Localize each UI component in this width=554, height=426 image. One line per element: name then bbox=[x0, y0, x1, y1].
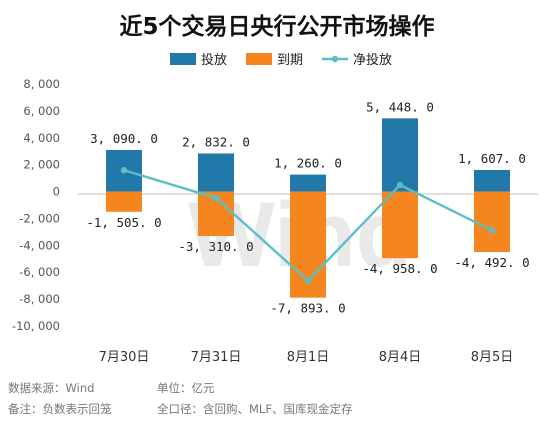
y-tick-label: 6, 000 bbox=[23, 104, 60, 118]
data-labels: 3, 090. 0 2, 832. 0 1, 260. 0 5, 448. 0 1, 6… bbox=[86, 99, 529, 315]
label-maturity-0: -1, 505. 0 bbox=[86, 215, 161, 230]
bars bbox=[106, 118, 510, 298]
label-injection-1: 2, 832. 0 bbox=[182, 134, 250, 149]
label-injection-4: 1, 607. 0 bbox=[458, 151, 526, 166]
y-tick-label: -4, 000 bbox=[19, 238, 60, 252]
footer-unit: 单位：亿元 bbox=[157, 381, 215, 395]
x-tick-label: 7月31日 bbox=[191, 350, 242, 365]
y-tick-label: 0 bbox=[53, 185, 60, 199]
label-injection-2: 1, 260. 0 bbox=[274, 156, 342, 171]
net-point-1 bbox=[212, 194, 220, 202]
legend-swatch bbox=[246, 53, 272, 65]
legend-swatch-marker bbox=[331, 55, 339, 63]
y-tick-label: -10, 000 bbox=[12, 319, 60, 333]
bar-injection-2 bbox=[290, 174, 326, 192]
x-tick-label: 8月4日 bbox=[379, 350, 422, 365]
x-tick-label: 8月5日 bbox=[471, 350, 514, 365]
bar-maturity-4 bbox=[474, 191, 510, 252]
legend-label: 净投放 bbox=[353, 52, 392, 68]
footer-source: 数据来源：Wind bbox=[8, 381, 94, 395]
footer-note: 备注：负数表示回笼 bbox=[8, 402, 112, 416]
label-injection-0: 3, 090. 0 bbox=[90, 131, 158, 146]
legend: 投放 到期 净投放 bbox=[170, 52, 392, 68]
bar-injection-4 bbox=[474, 169, 510, 192]
y-tick-label: 2, 000 bbox=[23, 158, 60, 172]
x-axis: 7月30日 7月31日 8月1日 8月4日 8月5日 bbox=[99, 350, 514, 365]
net-point-0 bbox=[120, 167, 128, 174]
y-tick-label: 4, 000 bbox=[23, 131, 60, 145]
legend-item-1: 到期 bbox=[246, 53, 303, 68]
x-tick-label: 8月1日 bbox=[287, 350, 330, 365]
label-injection-3: 5, 448. 0 bbox=[366, 99, 434, 114]
y-axis: 8, 000 6, 000 4, 000 2, 000 0 -2, 000 -4, 000 -… bbox=[12, 77, 60, 333]
y-tick-label: -8, 000 bbox=[19, 292, 60, 306]
net-point-3 bbox=[396, 181, 404, 189]
label-maturity-2: -7, 893. 0 bbox=[270, 301, 345, 316]
net-point-4 bbox=[488, 227, 496, 234]
y-tick-label: -2, 000 bbox=[19, 211, 60, 225]
chart-title: 近5个交易日央行公开市场操作 bbox=[119, 13, 434, 40]
legend-item-2: 净投放 bbox=[322, 52, 392, 68]
legend-swatch bbox=[170, 53, 196, 65]
bar-maturity-0 bbox=[106, 191, 142, 212]
bar-maturity-3 bbox=[382, 191, 418, 259]
bar-injection-1 bbox=[198, 153, 234, 192]
label-maturity-4: -4, 492. 0 bbox=[454, 255, 529, 270]
y-tick-label: -6, 000 bbox=[19, 265, 60, 279]
legend-item-0: 投放 bbox=[170, 52, 227, 68]
label-maturity-3: -4, 958. 0 bbox=[362, 261, 437, 276]
y-tick-label: 8, 000 bbox=[23, 77, 60, 91]
legend-label: 投放 bbox=[201, 52, 227, 68]
net-line bbox=[120, 167, 496, 284]
footer-scope: 全口径：含回购、MLF、国库现金定存 bbox=[157, 402, 352, 416]
x-tick-label: 7月30日 bbox=[99, 350, 150, 365]
label-maturity-1: -3, 310. 0 bbox=[178, 239, 253, 254]
bar-injection-3 bbox=[382, 118, 418, 192]
net-point-2 bbox=[304, 277, 312, 284]
legend-label: 到期 bbox=[277, 53, 303, 68]
